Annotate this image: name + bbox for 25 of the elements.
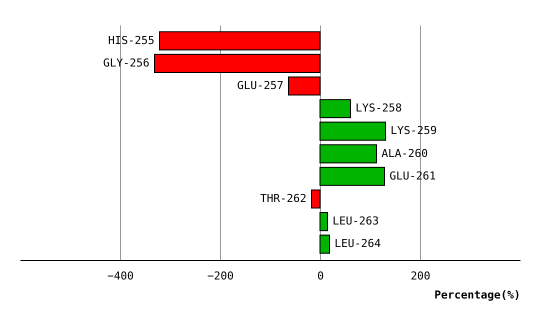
bar bbox=[311, 189, 320, 209]
bar bbox=[320, 212, 328, 232]
y-tick-label: THR-262 bbox=[260, 192, 306, 205]
y-tick-label: GLU-257 bbox=[237, 79, 284, 92]
bar bbox=[288, 76, 320, 96]
y-tick-label: ALA-260 bbox=[382, 146, 428, 160]
y-tick-label: LEU-263 bbox=[332, 214, 379, 228]
y-tick-label: HIS-255 bbox=[108, 34, 154, 47]
bar bbox=[320, 234, 330, 254]
bar bbox=[320, 144, 377, 164]
x-tick-label: 200 bbox=[410, 270, 430, 282]
y-tick-label: LYS-258 bbox=[356, 102, 402, 115]
bar bbox=[320, 99, 351, 118]
x-tick-label: 0 bbox=[317, 270, 324, 282]
bar bbox=[320, 166, 385, 186]
x-tick-label: −400 bbox=[107, 270, 134, 282]
bar bbox=[154, 54, 320, 73]
x-axis-title: Percentage(%) bbox=[434, 288, 520, 302]
bar bbox=[320, 122, 386, 141]
y-tick-label: LEU-264 bbox=[334, 237, 382, 250]
y-tick-label: GLY-256 bbox=[103, 56, 150, 70]
bar bbox=[159, 31, 320, 50]
y-tick-label: LYS-259 bbox=[390, 124, 437, 138]
x-tick-label: −200 bbox=[207, 270, 234, 282]
y-tick-label: GLU-261 bbox=[390, 169, 436, 182]
